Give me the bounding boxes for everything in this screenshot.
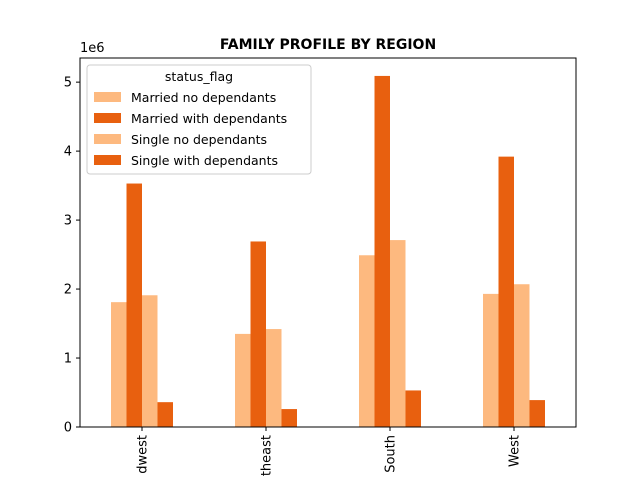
y-tick-label: 5 bbox=[64, 76, 72, 91]
bar-northeast-series-2 bbox=[250, 241, 266, 427]
x-tick-label-west: West bbox=[508, 435, 523, 467]
bar-west-series-4 bbox=[529, 400, 545, 427]
legend-swatch-2 bbox=[94, 113, 121, 123]
legend-swatch-4 bbox=[94, 155, 121, 165]
legend-label-2: Married with dependants bbox=[131, 111, 287, 126]
legend-box bbox=[86, 64, 312, 175]
plot-frame bbox=[79, 57, 577, 428]
y-tick-label: 2 bbox=[64, 283, 72, 298]
bars-group bbox=[111, 75, 545, 428]
legend-label-3: Single no dependants bbox=[131, 132, 267, 147]
bar-west-series-3 bbox=[514, 284, 530, 427]
y-tick-label: 4 bbox=[64, 145, 72, 160]
bar-northeast-series-4 bbox=[281, 409, 297, 427]
y-tick-label: 1 bbox=[64, 352, 72, 367]
x-tick-label-south: South bbox=[384, 435, 399, 473]
bar-south-series-2 bbox=[374, 75, 390, 428]
bar-south-series-4 bbox=[405, 390, 421, 427]
bar-midwest-series-3 bbox=[142, 295, 158, 427]
y-tick-label: 3 bbox=[64, 214, 72, 229]
bar-south-series-1 bbox=[359, 255, 375, 427]
bar-northeast-series-1 bbox=[235, 333, 251, 427]
y-axis: 0 1 2 3 4 5 bbox=[64, 76, 80, 436]
legend-label-4: Single with dependants bbox=[131, 153, 278, 168]
bar-midwest-series-4 bbox=[157, 402, 173, 427]
legend: status_flag Married no dependants Married … bbox=[86, 64, 312, 175]
bar-west-series-2 bbox=[498, 156, 514, 427]
bar-midwest-series-1 bbox=[111, 302, 127, 427]
y-tick-label: 0 bbox=[64, 421, 72, 436]
x-axis: dwest theast South West bbox=[136, 427, 523, 476]
legend-title: status_flag bbox=[165, 69, 233, 84]
legend-swatch-3 bbox=[94, 134, 121, 144]
bar-south-series-3 bbox=[390, 240, 406, 427]
legend-label-1: Married no dependants bbox=[131, 90, 276, 105]
bar-west-series-1 bbox=[483, 293, 499, 427]
chart-title: FAMILY PROFILE BY REGION bbox=[220, 37, 436, 53]
y-offset-label: 1e6 bbox=[80, 41, 105, 56]
x-tick-label-northeast: theast bbox=[260, 435, 275, 476]
x-tick-label-midwest: dwest bbox=[136, 435, 151, 474]
bar-northeast-series-3 bbox=[266, 329, 282, 427]
legend-swatch-1 bbox=[94, 92, 121, 102]
bar-midwest-series-2 bbox=[126, 183, 142, 427]
